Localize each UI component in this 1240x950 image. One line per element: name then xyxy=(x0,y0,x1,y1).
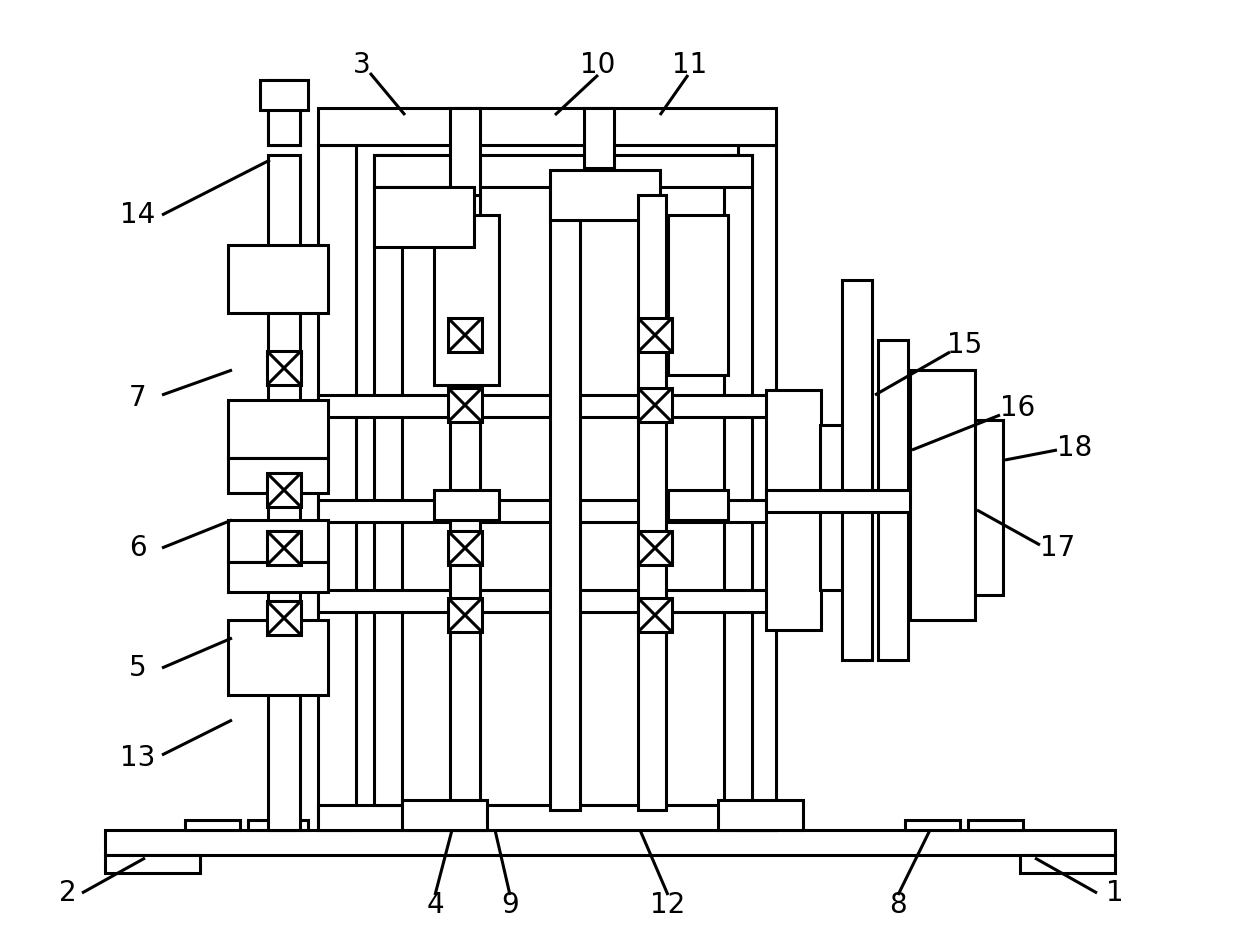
Text: 9: 9 xyxy=(501,891,518,919)
Bar xyxy=(639,195,666,810)
Bar xyxy=(402,800,487,830)
Bar xyxy=(105,830,1115,855)
Bar xyxy=(639,598,672,632)
Text: 10: 10 xyxy=(580,51,616,79)
Bar xyxy=(268,80,300,145)
Bar xyxy=(551,185,580,810)
Bar xyxy=(668,215,728,375)
Bar xyxy=(639,318,672,352)
Bar xyxy=(185,820,241,830)
Bar xyxy=(268,155,300,830)
Bar xyxy=(905,820,960,830)
Bar xyxy=(317,108,776,145)
Bar xyxy=(260,80,308,110)
Bar xyxy=(228,520,329,562)
Text: 5: 5 xyxy=(129,654,146,682)
Text: 8: 8 xyxy=(889,891,906,919)
Bar xyxy=(584,108,614,168)
Text: 1: 1 xyxy=(1106,879,1123,907)
Bar xyxy=(317,395,776,417)
Text: 4: 4 xyxy=(427,891,444,919)
Bar xyxy=(317,590,776,612)
Bar xyxy=(434,490,498,520)
Bar xyxy=(551,170,660,220)
Text: 7: 7 xyxy=(129,384,146,412)
Text: 12: 12 xyxy=(650,891,686,919)
Text: 3: 3 xyxy=(353,51,371,79)
Bar xyxy=(448,388,482,422)
Text: 15: 15 xyxy=(947,331,982,359)
Bar xyxy=(975,420,1003,595)
Bar xyxy=(317,145,356,830)
Bar xyxy=(268,108,300,145)
Bar xyxy=(766,390,821,630)
Bar xyxy=(639,531,672,565)
Text: 18: 18 xyxy=(1058,434,1092,462)
Bar xyxy=(910,370,975,620)
Bar xyxy=(267,601,301,635)
Bar xyxy=(374,155,402,805)
Bar xyxy=(267,473,301,507)
Bar xyxy=(434,215,498,385)
Bar xyxy=(1021,855,1115,873)
Bar xyxy=(374,187,474,247)
Bar xyxy=(766,490,911,512)
Bar xyxy=(228,245,329,313)
Bar xyxy=(248,820,308,830)
Text: 14: 14 xyxy=(120,201,156,229)
Bar xyxy=(267,351,301,385)
Text: 2: 2 xyxy=(60,879,77,907)
Bar xyxy=(842,280,872,660)
Bar xyxy=(105,855,200,873)
Bar xyxy=(718,800,804,830)
Bar xyxy=(450,195,480,810)
Text: 13: 13 xyxy=(120,744,156,772)
Bar xyxy=(228,400,329,458)
Bar xyxy=(228,458,329,493)
Bar xyxy=(968,820,1023,830)
Bar xyxy=(448,598,482,632)
Bar xyxy=(448,531,482,565)
Text: 11: 11 xyxy=(672,51,708,79)
Bar xyxy=(228,620,329,695)
Bar xyxy=(267,531,301,565)
Bar xyxy=(820,425,844,590)
Bar xyxy=(639,388,672,422)
Text: 6: 6 xyxy=(129,534,146,562)
Bar xyxy=(450,108,480,195)
Bar xyxy=(668,490,728,520)
Bar xyxy=(878,340,908,660)
Bar xyxy=(317,805,776,830)
Text: 17: 17 xyxy=(1040,534,1075,562)
Bar xyxy=(724,155,751,805)
Bar xyxy=(228,562,329,592)
Text: 16: 16 xyxy=(1001,394,1035,422)
Bar xyxy=(317,500,776,522)
Bar xyxy=(738,145,776,830)
Bar xyxy=(448,318,482,352)
Bar xyxy=(374,155,751,187)
